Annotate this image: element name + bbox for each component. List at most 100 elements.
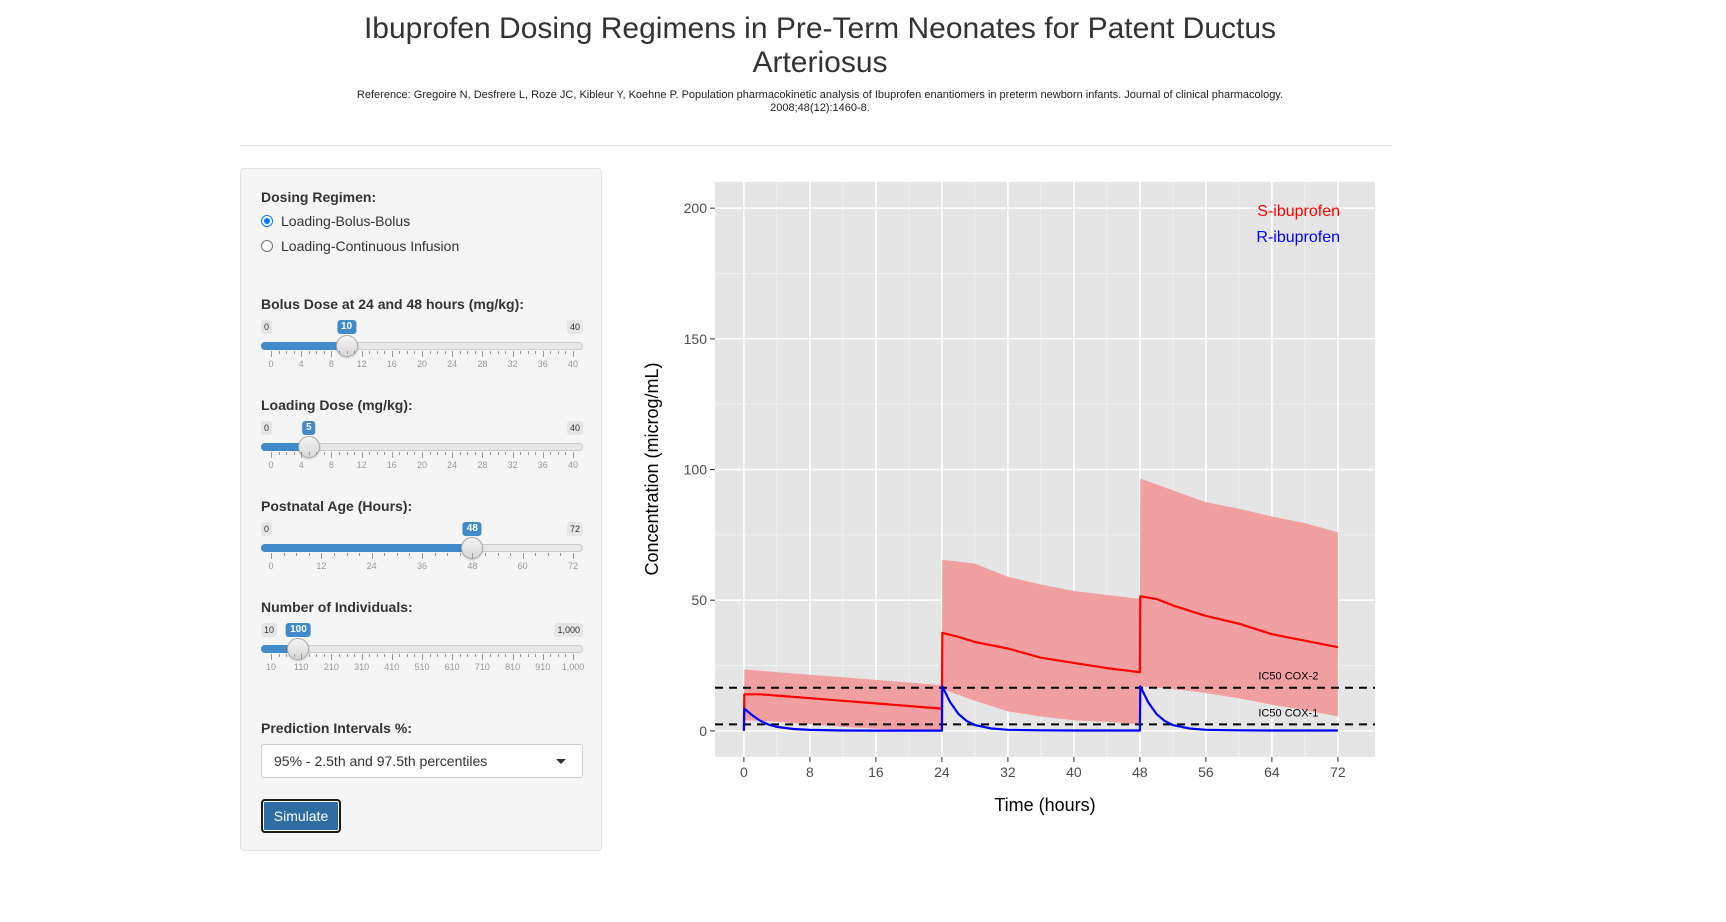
slider-tick [354, 351, 356, 354]
slider-tick [437, 351, 439, 354]
radio-label: Loading-Bolus-Bolus [281, 213, 411, 229]
slider-tick-label: 510 [414, 662, 430, 672]
slider-tick [474, 351, 476, 354]
slider-tick [354, 452, 356, 455]
radio-loading-continuous-infusion[interactable]: Loading-Continuous Infusion [261, 238, 459, 254]
slider-tick-label: 12 [316, 561, 327, 571]
slider-tick [565, 654, 567, 657]
slider-tick [406, 452, 408, 455]
slider-tick [316, 452, 318, 455]
num-individuals-slider[interactable]: 10 1,000 100 10 110 210 310 410 510 610 710 810 910 1… [261, 623, 584, 683]
slider-ticks: 0 4 8 12 16 20 24 28 32 36 40 [268, 351, 578, 375]
slider-tick [557, 452, 559, 455]
slider-tick-label: 210 [323, 662, 339, 672]
slider-tick-label: 24 [447, 359, 458, 369]
slider-tick-label: 36 [537, 460, 548, 470]
slider-tick [527, 351, 529, 354]
slider-tick [535, 452, 537, 455]
slider-tick [565, 452, 567, 455]
slider-tick [422, 553, 423, 559]
y-axis-title: Concentration (microg/mL) [642, 362, 662, 575]
slider-tick [573, 351, 574, 357]
slider-value-bubble: 5 [301, 421, 316, 435]
slider-tick [467, 452, 469, 455]
slider-tick [482, 351, 484, 357]
slider-tick [399, 452, 401, 455]
simulate-button[interactable]: Simulate [261, 799, 341, 833]
x-axis-title: Time (hours) [994, 795, 1095, 815]
loading-dose-slider[interactable]: 0 40 5 0 4 8 12 16 20 24 28 32 36 40 [261, 421, 583, 481]
slider-handle[interactable] [297, 436, 320, 458]
slider-tick-label: 10 [265, 662, 277, 672]
radio-button-checked[interactable] [261, 215, 273, 227]
slider-tick [369, 452, 371, 455]
slider-tick [283, 553, 285, 556]
slider-tick [512, 351, 514, 357]
slider-tick [550, 654, 552, 657]
dosing-regimen-label: Dosing Regimen: [261, 189, 377, 205]
postnatal-age-slider[interactable]: 0 72 48 0 12 24 36 48 60 72 [261, 522, 583, 582]
slider-tick [321, 553, 323, 559]
slider-tick [376, 654, 378, 657]
slider-tick-label: 36 [537, 359, 548, 369]
slider-tick [369, 351, 371, 354]
slider-tick-label: 24 [447, 460, 458, 470]
radio-button[interactable] [261, 240, 273, 252]
slider-tick [338, 452, 340, 455]
slider-tick [422, 452, 423, 458]
slider-tick [414, 351, 416, 354]
slider-tick [535, 351, 537, 354]
x-tick-label: 48 [1132, 764, 1148, 780]
slider-min-label: 0 [261, 522, 273, 536]
slider-tick [547, 553, 549, 556]
slider-handle[interactable] [287, 638, 310, 660]
slider-tick [293, 452, 295, 455]
select-value: 95% - 2.5th and 97.5th percentiles [274, 753, 488, 769]
slider-tick [278, 452, 280, 455]
slider-tick [391, 351, 393, 357]
slider-max-label: 40 [566, 421, 583, 435]
x-tick-label: 56 [1198, 764, 1214, 780]
prediction-intervals-label: Prediction Intervals %: [261, 720, 412, 736]
slider-tick [384, 351, 386, 354]
slider-tick [316, 351, 318, 354]
slider-tick [542, 654, 544, 660]
slider-tick-label: 16 [386, 460, 397, 470]
slider-tick [286, 351, 288, 354]
slider-tick [278, 351, 280, 354]
slider-tick [331, 654, 333, 660]
slider-tick-label: 40 [567, 460, 579, 470]
slider-tick [296, 553, 298, 556]
slider-tick-label: 0 [268, 561, 274, 571]
slider-tick [271, 452, 272, 458]
y-tick-label: 0 [699, 723, 707, 739]
series-lines [742, 595, 1339, 732]
slider-tick [522, 553, 524, 559]
slider-tick-label: 0 [268, 359, 274, 369]
prediction-intervals-select[interactable]: 95% - 2.5th and 97.5th percentiles [261, 744, 583, 778]
slider-tick-label: 8 [328, 359, 334, 369]
slider-tick [482, 654, 484, 660]
slider-tick [308, 351, 310, 354]
slider-tick-label: 28 [477, 460, 488, 470]
slider-tick [560, 553, 562, 556]
slider-tick [399, 654, 401, 657]
slider-handle[interactable] [335, 335, 358, 357]
slider-tick [346, 452, 348, 455]
slider-tick [361, 452, 363, 458]
radio-loading-bolus-bolus[interactable]: Loading-Bolus-Bolus [261, 213, 410, 229]
slider-tick [338, 351, 340, 354]
slider-tick-label: 72 [567, 561, 579, 571]
slider-tick [308, 452, 310, 455]
slider-tick [293, 351, 295, 354]
slider-tick [542, 351, 544, 357]
slider-tick [286, 654, 288, 657]
slider-tick [459, 351, 461, 354]
slider-tick [452, 452, 454, 458]
slider-tick [331, 351, 333, 357]
slider-tick [497, 654, 499, 657]
slider-tick [444, 654, 446, 657]
x-tick-label: 24 [934, 764, 950, 780]
bolus-dose-slider[interactable]: 0 40 10 0 4 8 12 16 20 24 28 32 36 40 [261, 320, 583, 380]
